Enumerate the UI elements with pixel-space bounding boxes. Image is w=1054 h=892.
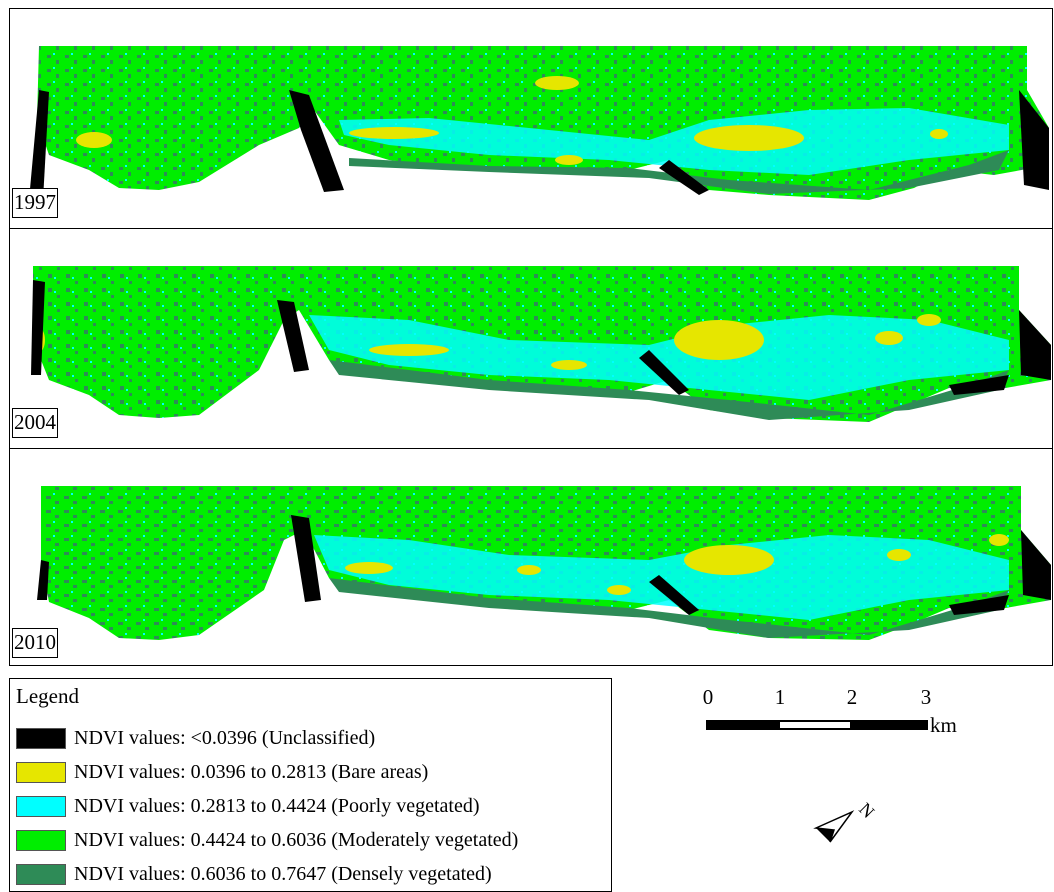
legend-label: NDVI values: 0.4424 to 0.6036 (Moderatel…: [74, 828, 519, 851]
panel-divider: [9, 228, 1053, 229]
scale-tick-label: 0: [702, 685, 714, 709]
legend-label: NDVI values: 0.6036 to 0.7647 (Densely v…: [74, 862, 492, 885]
map-panel-2004: [9, 230, 1053, 450]
legend-swatch: [16, 863, 66, 885]
year-label-2010: 2010: [12, 628, 58, 658]
ndvi-map-1997: [29, 46, 1049, 200]
ndvi-map-2010: [37, 486, 1051, 640]
legend-item-densely-vegetated: NDVI values: 0.6036 to 0.7647 (Densely v…: [16, 859, 492, 889]
map-panel-2010: [9, 450, 1053, 670]
map-frame: [9, 8, 1053, 666]
scale-segment: [850, 720, 928, 730]
year-label-2004: 2004: [12, 408, 58, 438]
legend-swatch: [16, 795, 66, 817]
scale-tick-label: 1: [774, 685, 786, 709]
legend: Legend NDVI values: <0.0396 (Unclassifie…: [9, 678, 612, 892]
legend-label: NDVI values: 0.0396 to 0.2813 (Bare area…: [74, 760, 429, 783]
legend-label: NDVI values: 0.2813 to 0.4424 (Poorly ve…: [74, 794, 480, 817]
north-label: N: [855, 799, 878, 822]
map-panel-1997: [9, 10, 1053, 230]
legend-swatch: [16, 761, 66, 783]
north-arrow-icon: N: [808, 790, 888, 850]
legend-item-unclassified: NDVI values: <0.0396 (Unclassified): [16, 723, 375, 753]
scale-tick-label: 3: [920, 685, 932, 709]
scale-unit: km: [930, 713, 957, 737]
panel-divider: [9, 448, 1053, 449]
legend-item-poorly-vegetated: NDVI values: 0.2813 to 0.4424 (Poorly ve…: [16, 791, 479, 821]
legend-label: NDVI values: <0.0396 (Unclassified): [74, 726, 376, 749]
legend-item-moderately-vegetated: NDVI values: 0.4424 to 0.6036 (Moderatel…: [16, 825, 518, 855]
legend-item-bare-areas: NDVI values: 0.0396 to 0.2813 (Bare area…: [16, 757, 428, 787]
ndvi-map-2004: [31, 266, 1051, 422]
north-arrow-graphic: N: [813, 799, 879, 843]
scale-segment: [706, 720, 780, 730]
year-label-1997: 1997: [12, 188, 58, 218]
scale-tick-label: 2: [846, 685, 858, 709]
legend-swatch: [16, 829, 66, 851]
scale-bar: 0 1 2 3 km: [700, 686, 990, 736]
legend-swatch: [16, 727, 66, 749]
scale-segment: [778, 720, 852, 730]
legend-title: Legend: [16, 684, 79, 708]
